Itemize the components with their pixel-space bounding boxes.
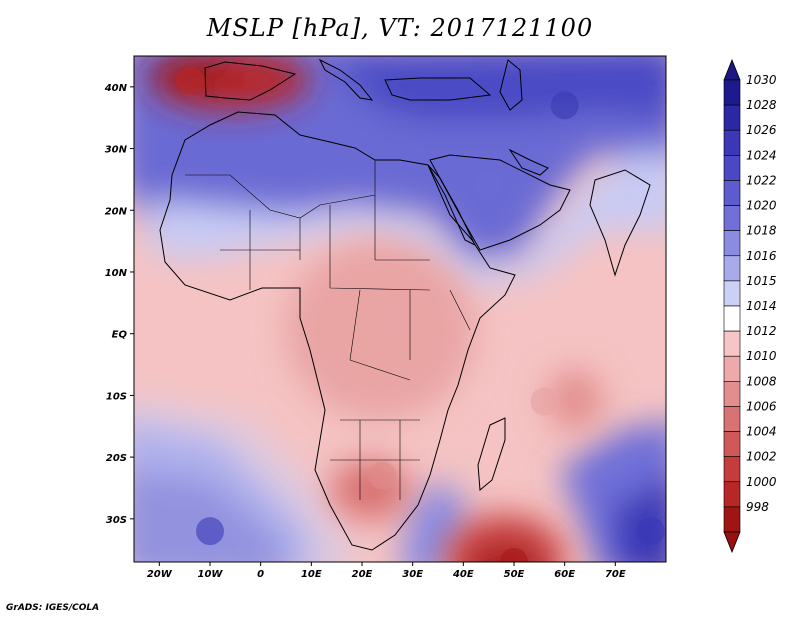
pressure-system-indian-ocean-high (636, 517, 665, 546)
lon-tick-label: 70E (605, 569, 626, 580)
plot-frame (133, 55, 667, 563)
colorbar-label: 998 (746, 500, 769, 514)
colorbar: 1030 1028 1026 1024 1022 1020 1018 1016 1015 1014… (723, 58, 777, 554)
lat-tick-label: 40N (104, 83, 128, 94)
pressure-system-iberia-low (175, 66, 204, 95)
lon-tick-label: 20E (352, 569, 373, 580)
lat-tick-label: 20N (105, 206, 128, 217)
lat-tick-label: 10N (105, 268, 128, 279)
southern-high-belt (134, 397, 666, 562)
lon-tick-label: 30E (402, 569, 423, 580)
colorbar-label: 1024 (746, 148, 777, 162)
pressure-system-madagascar-east-low (530, 387, 559, 416)
colorbar-label: 1030 (746, 73, 777, 87)
colorbar-label: 1028 (746, 98, 777, 112)
colorbar-label: 1015 (746, 274, 777, 288)
coastlines (159, 58, 651, 551)
colorbar-swatch-1014 (723, 305, 741, 332)
colorbar-swatch-1002 (723, 456, 741, 483)
colorbar-label: 1020 (746, 199, 777, 213)
chart-title: MSLP [hPa], VT: 2017121100 (206, 14, 594, 42)
lon-tick-label: 20W (147, 569, 173, 580)
lon-tick-label: 10W (198, 569, 224, 580)
colorbar-swatch-1026 (723, 129, 741, 156)
colorbar-swatch-1020 (723, 205, 741, 231)
colorbar-swatch-1008 (723, 381, 741, 407)
colorbar-label: 1002 (746, 450, 777, 464)
colorbar-swatch-1004 (723, 431, 741, 457)
colorbar-label: 1004 (746, 425, 777, 439)
national-borders (185, 160, 471, 500)
lat-tick-label: 30S (106, 515, 127, 526)
grads-credit: GrADS: IGES/COLA (6, 603, 100, 613)
pressure-field (134, 56, 666, 562)
lat-tick-label: 20S (106, 453, 127, 464)
colorbar-swatch-998 (723, 506, 741, 533)
colorbar-label: 1008 (746, 374, 777, 388)
colorbar-label: 1026 (746, 123, 777, 137)
colorbar-swatch-1018 (723, 230, 741, 257)
lon-tick-label: 10E (301, 569, 322, 580)
colorbar-top-cap (723, 58, 741, 81)
pressure-system-central-africa-low (373, 307, 402, 336)
colorbar-swatch-1024 (723, 155, 741, 181)
colorbar-swatch-1028 (723, 104, 741, 131)
lon-tick-label: 60E (554, 569, 575, 580)
pressure-system-arabia-high (474, 171, 503, 200)
colorbar-swatch-1010 (723, 355, 741, 382)
lon-tick-label: 0 (257, 569, 264, 580)
italy-coastline (318, 58, 374, 101)
persian-gulf-coastline (508, 148, 549, 176)
africa-coastline (159, 111, 516, 551)
colorbar-swatch-1006 (723, 406, 741, 432)
colorbar-swatch-1022 (723, 180, 741, 206)
pressure-system-kalahari-low (368, 461, 397, 490)
latitude-axis: 40N 30N 20N 10N EQ 10S 20S 30S (104, 83, 134, 526)
colorbar-swatch-1000 (723, 481, 741, 508)
colorbar-label: 1018 (746, 224, 777, 238)
greece-turkey-coastline (384, 77, 492, 101)
lat-tick-label: 30N (105, 145, 128, 156)
caspian-coastline (499, 59, 523, 111)
india-coastline (589, 169, 651, 277)
pressure-system-asia-high (550, 91, 579, 120)
colorbar-swatch-1016 (723, 255, 741, 282)
iberia-coastline (204, 61, 297, 101)
lat-tick-label: EQ (112, 330, 128, 341)
madagascar-coastline (477, 417, 506, 492)
colorbar-swatch-1015 (723, 280, 741, 307)
colorbar-bottom-cap (723, 531, 741, 554)
colorbar-label: 1022 (746, 173, 777, 187)
colorbar-swatch-1012 (723, 330, 741, 357)
lon-tick-label: 50E (504, 569, 525, 580)
colorbar-swatch-1030 (723, 79, 741, 106)
colorbar-label: 1016 (746, 249, 777, 263)
colorbar-label: 1010 (746, 349, 777, 363)
lon-tick-label: 40E (452, 569, 474, 580)
colorbar-label: 1006 (746, 399, 777, 413)
pressure-system-south-atlantic-high (196, 517, 224, 546)
colorbar-label: 1000 (746, 475, 777, 489)
red-sea-coastline (427, 164, 477, 247)
arabia-coastline (429, 154, 571, 251)
pressure-systems (175, 66, 665, 562)
colorbar-label: 1014 (746, 299, 777, 313)
longitude-axis: 20W 10W 0 10E 20E 30E 40E 50E 60E 70E (147, 562, 626, 580)
pressure-system-mozambique-channel-low (500, 548, 528, 562)
northern-high-belt (134, 56, 666, 290)
lat-tick-label: 10S (106, 391, 127, 402)
colorbar-label: 1012 (746, 324, 777, 338)
